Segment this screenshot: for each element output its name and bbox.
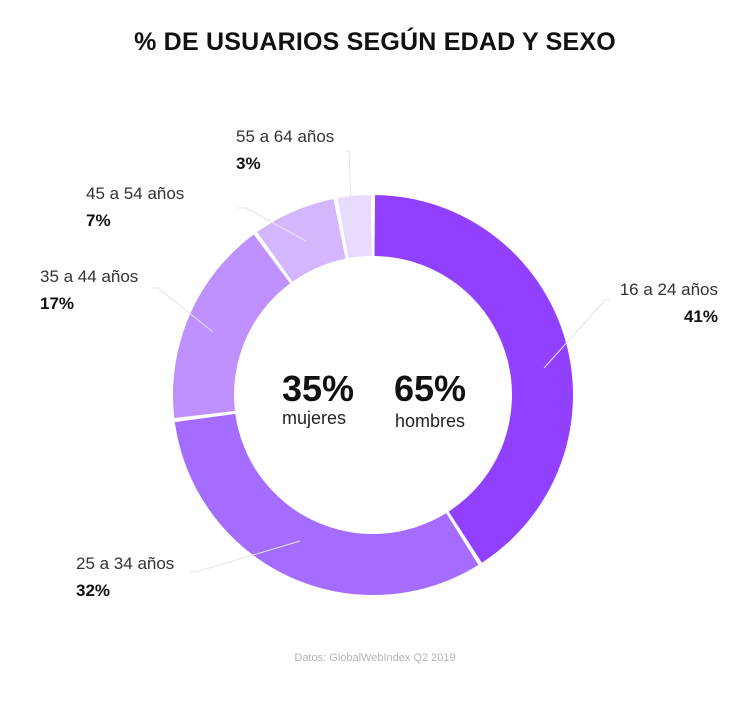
slice-label-4: 45 a 54 años	[86, 184, 184, 203]
donut-slice-5	[337, 195, 372, 259]
chart-title: % DE USUARIOS SEGÚN EDAD Y SEXO	[134, 28, 616, 56]
leader-line-2	[190, 540, 301, 573]
slice-labels: 16 a 24 años 41% 25 a 34 años 32% 35 a 44 añ…	[40, 127, 718, 600]
donut-slice-1	[374, 195, 573, 563]
slice-value-3: 17%	[40, 294, 74, 313]
slice-label-2: 25 a 34 años	[76, 554, 174, 573]
donut-slices	[173, 195, 573, 595]
leader-line-1	[543, 299, 610, 369]
slice-value-5: 3%	[236, 154, 261, 173]
slice-label-1: 16 a 24 años	[620, 280, 718, 299]
data-source: Datos: GlobalWebIndex Q2 2019	[294, 652, 456, 664]
women-label: mujeres	[282, 408, 346, 428]
donut-slice-4	[257, 198, 346, 282]
men-percentage: 65%	[394, 368, 466, 409]
leader-line-4	[238, 207, 307, 242]
slice-label-3: 35 a 44 años	[40, 267, 138, 286]
leader-line-3	[152, 287, 214, 333]
men-label: hombres	[395, 411, 465, 431]
donut-slice-3	[173, 234, 291, 418]
donut-slice-2	[174, 413, 479, 595]
leader-line-5	[345, 150, 353, 227]
slice-label-5: 55 a 64 años	[236, 127, 334, 146]
slice-value-1: 41%	[684, 307, 718, 326]
leader-lines	[152, 150, 610, 573]
slice-value-4: 7%	[86, 211, 111, 230]
slice-value-2: 32%	[76, 581, 110, 600]
women-percentage: 35%	[282, 368, 354, 409]
